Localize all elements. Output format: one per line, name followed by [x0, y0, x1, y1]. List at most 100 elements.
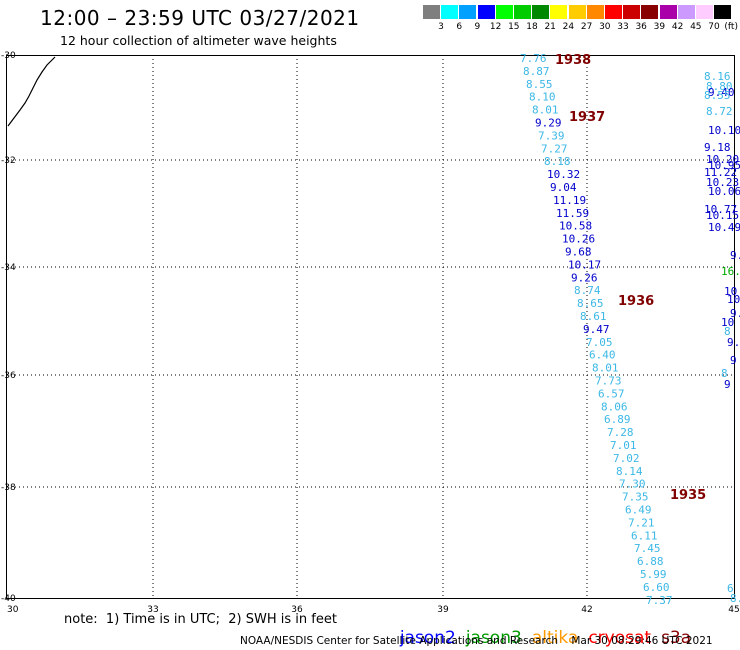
wave-height-value: 11.19 — [553, 194, 586, 207]
legend-swatch — [677, 5, 695, 19]
wave-height-value-edge: 9 — [724, 378, 731, 391]
wave-height-value: 7.01 — [610, 439, 637, 452]
wave-height-value: 8.74 — [574, 284, 601, 297]
wave-height-value: 6.57 — [598, 387, 625, 400]
wave-height-value: 10.26 — [562, 233, 595, 246]
wave-height-value: 6.11 — [631, 529, 658, 542]
wave-height-value: 6.40 — [589, 349, 616, 362]
wave-height-value: 6.49 — [625, 504, 652, 517]
legend-swatch — [532, 5, 550, 19]
legend-label: 21 — [544, 22, 556, 32]
wave-height-value: 7.02 — [613, 452, 640, 465]
map-frame — [6, 55, 735, 599]
wave-height-value: 7.45 — [634, 542, 661, 555]
legend-label: 6 — [456, 22, 463, 32]
wave-height-value-edge: 10.77 — [704, 203, 737, 216]
wave-height-value: 5.99 — [640, 568, 667, 581]
legend-swatch — [495, 5, 513, 19]
legend-swatch — [459, 5, 477, 19]
wave-height-value: 6.89 — [604, 413, 631, 426]
wave-height-value-edge: 9.8 — [730, 249, 740, 262]
legend-label: 27 — [580, 22, 593, 32]
sat-jason3: jason3 — [465, 628, 522, 648]
legend-swatch — [586, 5, 604, 19]
wave-height-value-edge: 10.15 — [706, 209, 739, 222]
sat-cryosat: cryosat — [588, 628, 652, 648]
wave-height-value-edge: 8 — [724, 325, 731, 338]
graticule — [7, 55, 734, 598]
wave-height-value: 10.17 — [568, 258, 601, 271]
wave-height-value-edge: 11.22 — [704, 166, 737, 179]
wave-height-value: 8.01 — [532, 104, 559, 117]
wave-height-value-edge: 10.10 — [708, 124, 740, 137]
wave-height-value: 7.35 — [622, 491, 649, 504]
wave-height-value: 8.87 — [523, 65, 550, 78]
wave-height-value-edge: 8.16 — [704, 70, 731, 83]
lon-label: 36 — [291, 605, 303, 615]
pass-label: 1935 — [670, 488, 706, 503]
wave-height-value: 7.27 — [541, 142, 568, 155]
wave-height-value: 10.32 — [547, 168, 580, 181]
legend-swatch — [550, 5, 568, 19]
legend-label: 15 — [508, 22, 520, 32]
wave-height-value-edge: 8 — [721, 367, 728, 380]
legend-label: 12 — [489, 22, 502, 32]
pass-label: 1938 — [555, 53, 591, 68]
lat-label: -40 — [1, 594, 16, 604]
lat-label: -30 — [1, 51, 16, 61]
lon-label: 45 — [728, 605, 739, 615]
legend-swatch — [714, 5, 732, 19]
wave-height-value: 6.60 — [643, 581, 670, 594]
wave-height-value-edge: 9.40 — [708, 86, 735, 99]
wave-height-value: 7.73 — [595, 375, 622, 388]
wave-height-value: 8.18 — [544, 155, 571, 168]
legend-label: 24 — [562, 22, 575, 32]
wave-height-value-edge: 10 — [724, 285, 737, 298]
lon-label: 33 — [147, 605, 158, 615]
legend-label: 70 — [708, 22, 720, 32]
legend-swatch — [477, 5, 495, 19]
wave-height-value-edge: 8.55 — [704, 89, 731, 102]
wave-height-value-edge: 10.06 — [708, 185, 740, 198]
footer-credit: NOAA/NESDIS Center for Satellite Applica… — [240, 635, 713, 647]
wave-height-value: 7.30 — [619, 478, 646, 491]
lat-label: -34 — [1, 263, 16, 273]
wave-height-value: 8.65 — [577, 297, 604, 310]
legend-swatch — [441, 5, 459, 19]
wave-height-value: 7.76 — [520, 52, 547, 65]
wave-height-value: 8.10 — [529, 91, 556, 104]
legend-label: 9 — [474, 22, 481, 32]
wave-height-value: 10.58 — [559, 220, 592, 233]
legend-swatch — [641, 5, 659, 19]
wave-height-value-edge: 9 — [730, 354, 737, 367]
wave-height-value: 9.47 — [583, 323, 610, 336]
satellite-legend: jason2 jason3 altika cryosat s3a — [389, 608, 701, 648]
chart-title: 12:00 – 23:59 UTC 03/27/2021 — [40, 6, 360, 30]
wave-height-value-edge: 10.23 — [706, 176, 739, 189]
legend-swatch — [605, 5, 622, 19]
lon-label: 30 — [7, 605, 19, 615]
legend-label: 36 — [635, 22, 647, 32]
wave-height-value-edge: 10. — [727, 293, 740, 306]
wave-height-value: 8.55 — [526, 78, 553, 91]
legend-swatch — [696, 5, 713, 19]
coastline — [7, 56, 56, 127]
altimeter-track-edge: 8.168.809.408.558.7210.109.1810.2010.951… — [704, 70, 740, 605]
altimeter-track: 7.768.878.558.108.019.297.397.278.1810.3… — [520, 52, 673, 607]
sat-altika: altika — [531, 628, 579, 648]
wave-height-value-edge: 8.80 — [706, 80, 733, 93]
lon-label: 42 — [581, 605, 592, 615]
wave-height-value: 8.01 — [592, 362, 619, 375]
wave-height-value: 8.61 — [580, 310, 607, 323]
wave-height-value-edge: 9. — [730, 307, 740, 320]
chart-subtitle: 12 hour collection of altimeter wave hei… — [60, 33, 337, 48]
note-text: note: 1) Time is in UTC; 2) SWH is in fe… — [64, 612, 337, 627]
wave-height-value: 9.04 — [550, 181, 577, 194]
legend-swatch — [568, 5, 586, 19]
sat-s3a: s3a — [661, 628, 692, 648]
wave-height-value-edge: 6 — [727, 582, 734, 595]
wave-height-value: 7.37 — [646, 594, 673, 607]
wave-height-value: 9.68 — [565, 246, 592, 259]
legend-label: 39 — [653, 22, 666, 32]
